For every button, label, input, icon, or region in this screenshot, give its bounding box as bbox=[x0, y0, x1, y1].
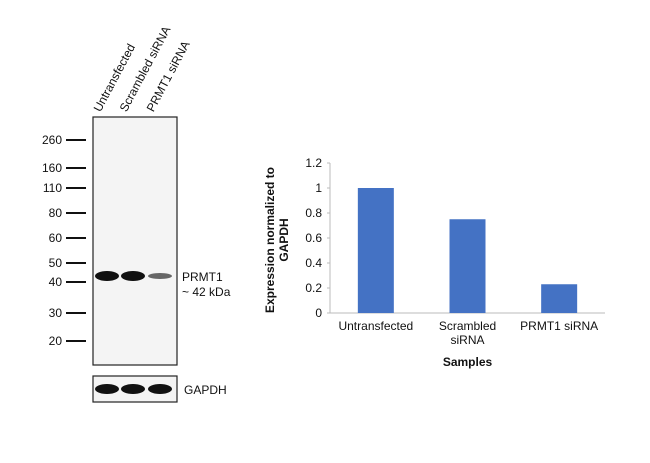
y-tick-label: 0.8 bbox=[305, 206, 322, 220]
gapdh-band bbox=[148, 384, 172, 394]
y-axis-title: Expression normalized to GAPDH bbox=[263, 166, 291, 314]
marker-label: 80 bbox=[48, 206, 62, 220]
y-tick-label: 0 bbox=[315, 306, 322, 320]
marker-label: 20 bbox=[48, 334, 62, 348]
marker-label: 160 bbox=[41, 161, 62, 175]
gapdh-band bbox=[121, 384, 145, 394]
marker-label: 40 bbox=[48, 275, 62, 289]
y-tick-label: 1.2 bbox=[305, 156, 322, 170]
marker-label: 110 bbox=[42, 181, 62, 195]
x-axis-title: Samples bbox=[442, 355, 493, 369]
marker-label: 50 bbox=[48, 256, 62, 270]
y-tick-label: 1 bbox=[315, 181, 322, 195]
band bbox=[121, 271, 145, 281]
marker-label: 260 bbox=[41, 133, 62, 147]
marker-label: 60 bbox=[48, 231, 62, 245]
x-tick-label: Scrambled siRNA bbox=[438, 319, 497, 347]
x-tick-label: PRMT1 siRNA bbox=[520, 319, 599, 333]
band-size: ~ 42 kDa bbox=[182, 285, 231, 299]
band bbox=[148, 273, 172, 279]
band-label: PRMT1 bbox=[182, 270, 223, 284]
bar bbox=[541, 284, 578, 313]
gapdh-band bbox=[95, 384, 119, 394]
bar bbox=[449, 219, 486, 313]
blot-membrane bbox=[92, 116, 178, 366]
loading-label: GAPDH bbox=[184, 383, 227, 397]
y-tick-label: 0.2 bbox=[305, 281, 322, 295]
marker-label: 30 bbox=[48, 306, 62, 320]
bar bbox=[357, 188, 394, 313]
y-tick-label: 0.6 bbox=[305, 231, 322, 245]
y-tick-label: 0.4 bbox=[305, 256, 322, 270]
band bbox=[95, 271, 119, 281]
x-tick-label: Untransfected bbox=[338, 319, 414, 333]
